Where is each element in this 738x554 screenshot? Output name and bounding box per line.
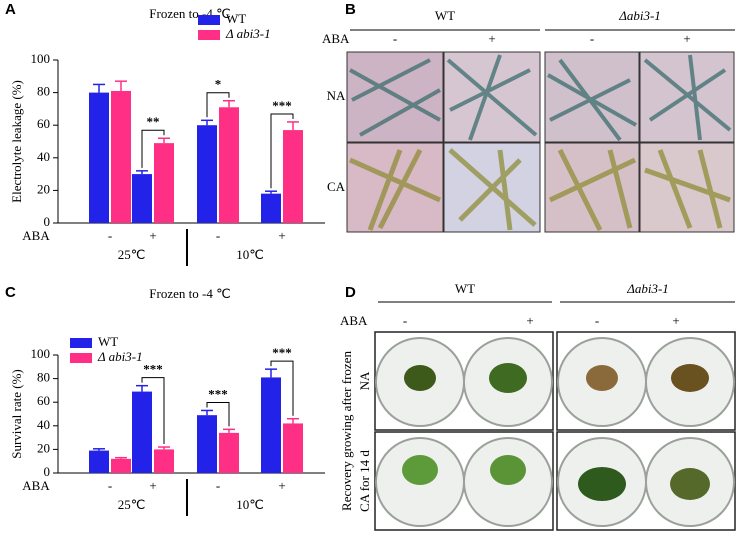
- y-tick-label: 0: [44, 214, 51, 229]
- bar: [89, 92, 109, 223]
- chart-title: Frozen to -4 ℃: [149, 286, 230, 301]
- bar: [154, 449, 174, 473]
- row-label: NA: [357, 371, 372, 390]
- y-tick-label: 80: [37, 370, 50, 385]
- bar: [219, 107, 239, 223]
- bar: [132, 174, 152, 223]
- legend-swatch: [70, 353, 92, 363]
- significance-bracket: [206, 92, 230, 118]
- significance-label: ***: [208, 386, 228, 401]
- group-label: 10℃: [236, 497, 264, 512]
- micrographs: [346, 51, 735, 233]
- treatment: +: [526, 313, 533, 328]
- group-header: Δabi3-1: [618, 8, 661, 23]
- bar: [89, 450, 109, 473]
- x-tick-label: -: [216, 228, 220, 243]
- legend-label: WT: [226, 11, 246, 26]
- group-label: 10℃: [236, 247, 264, 262]
- row-label: ABA: [22, 478, 50, 493]
- treatment: +: [672, 313, 679, 328]
- row-label: CA: [327, 179, 346, 194]
- legend-swatch: [198, 15, 220, 25]
- group-header: WT: [455, 281, 475, 296]
- y-tick-label: 20: [37, 440, 50, 455]
- legend-label: Δ abi3-1: [225, 26, 271, 41]
- x-tick-label: +: [278, 228, 285, 243]
- significance-bracket: [206, 401, 230, 427]
- panel-headers: [350, 29, 735, 303]
- x-tick-label: +: [149, 478, 156, 493]
- row-label: NA: [327, 88, 346, 103]
- significance-bracket: [141, 377, 165, 445]
- y-tick-label: 80: [37, 84, 50, 99]
- bar: [111, 458, 131, 473]
- dishes: [374, 331, 736, 531]
- significance-label: ***: [272, 98, 292, 113]
- significance-label: **: [147, 114, 160, 129]
- treatment: -: [595, 313, 599, 328]
- y-tick-label: 40: [37, 417, 50, 432]
- bar: [132, 391, 152, 473]
- legend-label: Δ abi3-1: [97, 349, 143, 364]
- significance-bracket: [141, 129, 165, 168]
- y-axis-label: Survival rate (%): [9, 369, 24, 459]
- treatment-label: ABA: [340, 313, 368, 328]
- y-axis-label: Electrolyte leakage (%): [9, 80, 24, 203]
- legend-swatch: [70, 338, 92, 348]
- bar: [219, 432, 239, 473]
- panel-label: B: [345, 1, 356, 18]
- group-header: WT: [435, 8, 455, 23]
- panel-label: C: [5, 284, 16, 301]
- row-label: ABA: [22, 228, 50, 243]
- significance-label: ***: [143, 362, 163, 377]
- legend-swatch: [198, 30, 220, 40]
- significance-label: ***: [272, 345, 292, 360]
- legend-label: WT: [98, 334, 118, 349]
- treatment: -: [403, 313, 407, 328]
- treatment: +: [683, 31, 690, 46]
- y-axis-label: Recovery growing after frozen: [339, 351, 354, 511]
- treatment: +: [488, 31, 495, 46]
- y-tick-label: 40: [37, 149, 50, 164]
- bar: [197, 125, 217, 223]
- bar: [283, 423, 303, 473]
- y-tick-label: 60: [37, 393, 50, 408]
- y-tick-label: 100: [31, 51, 51, 66]
- bar: [154, 143, 174, 223]
- x-tick-label: +: [149, 228, 156, 243]
- bar: [283, 130, 303, 223]
- significance-bracket: [270, 113, 294, 189]
- bar: [261, 377, 281, 473]
- x-tick-label: -: [216, 478, 220, 493]
- bar: [261, 193, 281, 223]
- significance-bracket: [270, 360, 294, 416]
- group-label: 25℃: [118, 247, 146, 262]
- y-tick-label: 20: [37, 181, 50, 196]
- bar: [197, 415, 217, 473]
- treatment: -: [393, 31, 397, 46]
- treatment: -: [590, 31, 594, 46]
- group-label: 25℃: [118, 497, 146, 512]
- panel-label: D: [345, 284, 356, 301]
- y-tick-label: 100: [31, 346, 51, 361]
- x-tick-label: -: [108, 478, 112, 493]
- y-tick-label: 0: [44, 464, 51, 479]
- x-tick-label: -: [108, 228, 112, 243]
- panel-label: A: [5, 1, 16, 18]
- x-tick-label: +: [278, 478, 285, 493]
- significance-label: *: [215, 77, 222, 92]
- treatment-label: ABA: [322, 31, 350, 46]
- y-tick-label: 60: [37, 116, 50, 131]
- group-header: Δabi3-1: [626, 281, 669, 296]
- bar: [111, 90, 131, 223]
- row-label: CA for 14 d: [357, 450, 372, 512]
